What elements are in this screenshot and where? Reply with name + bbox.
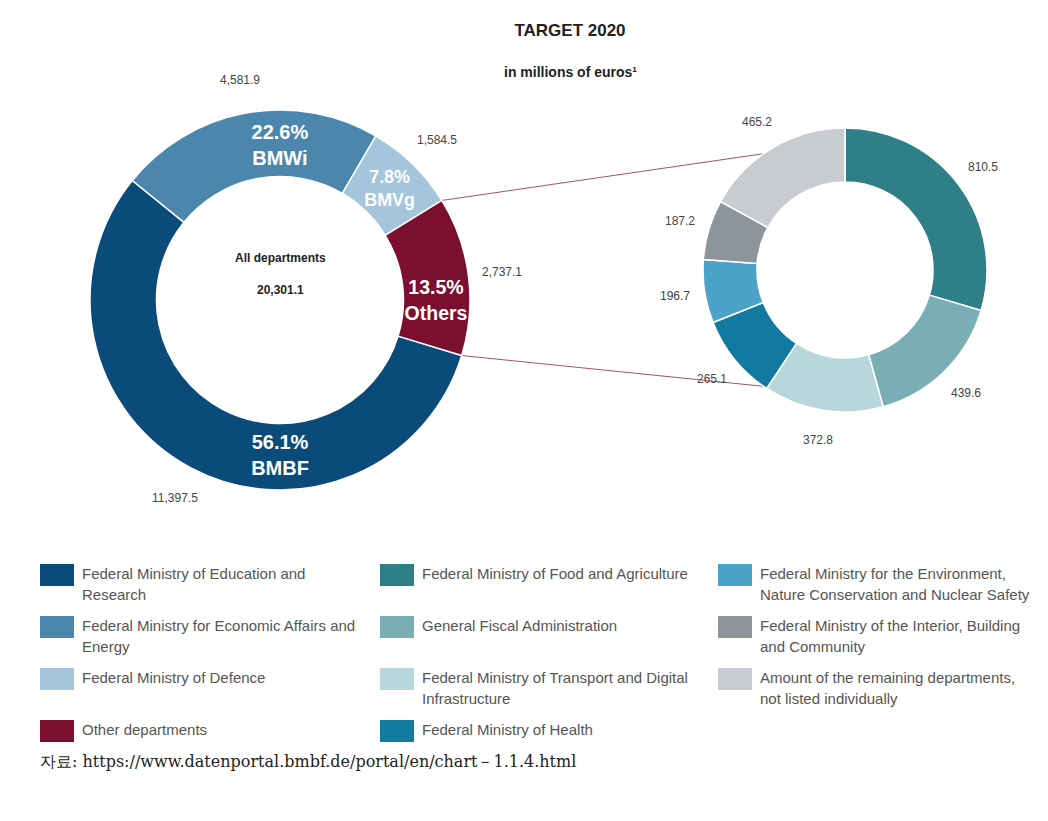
html-text:Federal Ministry of the Interi: Federal Ministry of the Interior, Buildi…	[760, 617, 1021, 655]
html-text:Federal Ministry of Transport: Federal Ministry of Transport and Digita…	[422, 669, 688, 707]
svg-text:22.6%BMWi: 22.6%BMWi	[252, 121, 309, 169]
html-text:자료: https://www.datenportal.bm: 자료: https://www.datenportal.bmbf.de/port…	[40, 752, 577, 771]
svg-text:7.8%BMVg: 7.8%BMVg	[364, 167, 415, 210]
svg-text:465.2: 465.2	[742, 115, 772, 129]
html-text:Amount of the remaining depart: Amount of the remaining departments, not…	[760, 669, 1016, 707]
svg-text:2,737.1: 2,737.1	[482, 265, 522, 279]
svg-text:265.1: 265.1	[697, 372, 727, 386]
svg-text:in millions of euros¹: in millions of euros¹	[504, 64, 637, 80]
svg-text:4,581.9: 4,581.9	[220, 73, 260, 87]
html-text:General Fiscal Administration: General Fiscal Administration	[422, 617, 618, 634]
svg-text:372.8: 372.8	[803, 433, 833, 447]
html-text:Federal Ministry of Food and A: Federal Ministry of Food and Agriculture	[422, 565, 688, 582]
html-text:Federal Ministry of Health: Federal Ministry of Health	[422, 721, 593, 738]
svg-text:439.6: 439.6	[951, 386, 981, 400]
html-text:Federal Ministry for Economic: Federal Ministry for Economic Affairs an…	[82, 617, 356, 655]
svg-text:11,397.5: 11,397.5	[152, 491, 198, 505]
html-text:Federal Ministry of Defence: Federal Ministry of Defence	[82, 669, 266, 686]
svg-text:187.2: 187.2	[665, 214, 695, 228]
svg-text:810.5: 810.5	[968, 160, 998, 174]
html-text:Federal Ministry of Education: Federal Ministry of Education and Resear…	[82, 565, 306, 603]
svg-text:13.5%Others: 13.5%Others	[405, 276, 468, 323]
html-text:Federal Ministry for the Envir: Federal Ministry for the Environment, Na…	[760, 565, 1030, 603]
svg-text:TARGET 2020: TARGET 2020	[514, 21, 625, 40]
svg-text:196.7: 196.7	[660, 289, 690, 303]
svg-text:20,301.1: 20,301.1	[257, 283, 304, 297]
html-text:Other departments: Other departments	[82, 721, 208, 738]
svg-text:56.1%BMBF: 56.1%BMBF	[251, 431, 309, 479]
svg-text:1,584.5: 1,584.5	[417, 133, 457, 147]
svg-text:All departments: All departments	[235, 251, 326, 265]
